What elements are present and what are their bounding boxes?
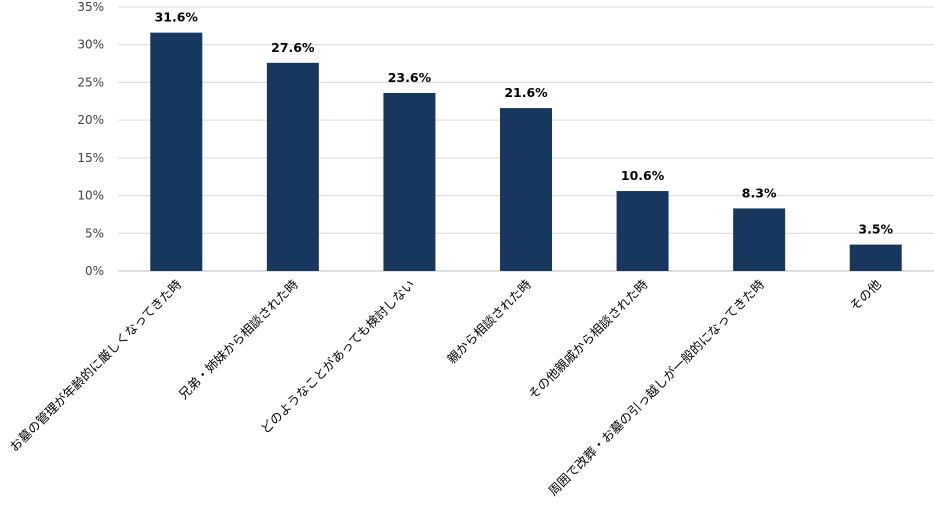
bar <box>500 108 552 272</box>
y-tick-label: 5% <box>85 226 104 240</box>
bar <box>849 244 902 271</box>
data-label: 21.6% <box>504 85 548 100</box>
data-label: 10.6% <box>621 168 665 183</box>
y-tick-label: 35% <box>77 0 104 14</box>
category-labels: お墓の管理が年齢的に厳しくなってきた時兄弟・姉妹から相談された時どのようなことが… <box>7 276 885 498</box>
y-axis-ticks: 0% 5% 10% 15% 20% 25% 30% 35% <box>77 0 104 278</box>
bar <box>733 208 786 271</box>
y-tick-label: 0% <box>85 264 104 278</box>
category-label: その他親戚から相談された時 <box>525 276 651 402</box>
bar <box>616 191 669 271</box>
data-label: 23.6% <box>388 70 432 85</box>
y-tick-label: 10% <box>77 189 104 203</box>
category-label: その他 <box>847 276 884 313</box>
y-tick-label: 15% <box>77 151 104 165</box>
bar <box>266 62 319 272</box>
data-label: 31.6% <box>155 10 199 25</box>
bar <box>383 92 436 271</box>
data-label: 8.3% <box>742 185 777 200</box>
y-tick-label: 30% <box>77 38 104 52</box>
category-label: 周囲で改葬・お墓の引っ越しが一般的になってきた時 <box>545 276 767 498</box>
category-label: 兄弟・姉妹から相談された時 <box>175 276 301 402</box>
category-label: お墓の管理が年齢的に厳しくなってきた時 <box>7 276 185 454</box>
y-tick-label: 25% <box>77 75 104 89</box>
data-label: 27.6% <box>271 40 315 55</box>
bar <box>150 32 203 271</box>
bars <box>150 32 902 272</box>
y-tick-label: 20% <box>77 113 104 127</box>
data-labels: 31.6% 27.6% 23.6% 21.6% 10.6% 8.3% 3.5% <box>155 10 894 237</box>
data-label: 3.5% <box>858 222 893 237</box>
category-label: 親から相談された時 <box>444 276 535 367</box>
